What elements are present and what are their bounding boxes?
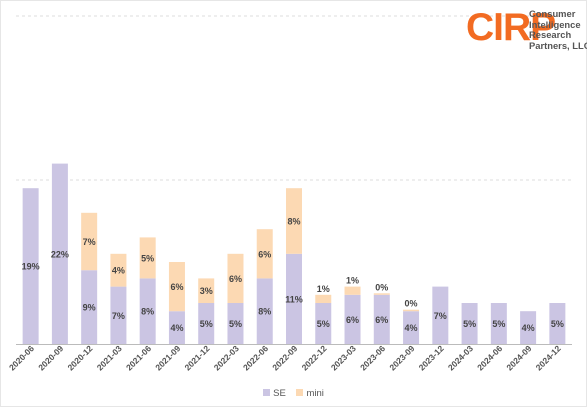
bar-label-se-2022-09: 11%	[285, 294, 303, 304]
bar-label-se-2023-06: 6%	[375, 315, 388, 325]
cirp-logo: CIRP Consumer Intelligence Research Part…	[466, 6, 587, 56]
bar-label-se-2024-03: 5%	[463, 319, 476, 329]
legend-label-mini: mini	[306, 388, 324, 399]
x-tick-2022-03: 2022-03	[212, 343, 241, 372]
x-tick-2020-09: 2020-09	[36, 343, 65, 372]
bar-mini-2023-06	[373, 293, 390, 295]
legend-label-se: SE	[273, 388, 286, 399]
bar-label-se-2020-09: 22%	[51, 249, 69, 259]
logo-line-4: Partners, LLC	[529, 39, 587, 51]
bar-label-mini-2023-03: 1%	[346, 276, 359, 286]
bar-label-se-2022-06: 8%	[258, 307, 271, 317]
bar-mini-2021-12	[198, 278, 215, 303]
bar-se-2021-12	[198, 303, 215, 344]
bar-label-se-2021-06: 8%	[141, 307, 154, 317]
bar-se-2021-03	[110, 286, 127, 344]
x-tick-2022-12: 2022-12	[300, 343, 329, 372]
bar-label-se-2023-12: 7%	[434, 311, 447, 321]
bar-label-mini-2023-06: 0%	[375, 282, 388, 292]
bar-label-mini-2021-09: 6%	[170, 282, 183, 292]
bar-mini-2020-12	[81, 212, 98, 271]
bar-mini-2022-06	[256, 229, 273, 279]
x-tick-2023-12: 2023-12	[417, 343, 446, 372]
bar-label-mini-2020-12: 7%	[83, 237, 96, 247]
bar-se-2020-06	[22, 188, 39, 344]
bar-se-2024-03	[461, 303, 478, 344]
legend-swatch-mini	[296, 389, 304, 396]
x-tick-2020-12: 2020-12	[65, 343, 94, 372]
bar-se-2023-09	[403, 311, 420, 344]
x-tick-2023-09: 2023-09	[387, 343, 416, 372]
bar-se-2023-06	[373, 294, 390, 344]
legend-swatch-se	[263, 389, 271, 396]
bar-mini-2021-06	[139, 237, 156, 279]
bar-label-mini-2023-09: 0%	[405, 299, 418, 309]
bar-label-se-2022-03: 5%	[229, 319, 242, 329]
bar-label-se-2024-09: 4%	[522, 323, 535, 333]
bar-se-2023-03	[344, 294, 361, 344]
bar-label-se-2021-03: 7%	[112, 311, 125, 321]
bar-mini-2022-03	[227, 253, 244, 303]
bar-se-2022-12	[315, 303, 332, 344]
bar-se-2023-12	[432, 286, 449, 344]
x-tick-2023-06: 2023-06	[358, 343, 387, 372]
bar-label-se-2024-12: 5%	[551, 319, 564, 329]
bar-label-se-2020-06: 19%	[22, 262, 40, 272]
logo-line-3: Research	[529, 29, 572, 40]
bar-mini-2023-09	[403, 309, 420, 312]
bar-label-mini-2021-03: 4%	[112, 266, 125, 276]
x-tick-2021-09: 2021-09	[153, 343, 182, 372]
logo-line-1: Consumer	[529, 8, 576, 19]
bar-se-2022-09	[286, 253, 302, 344]
bar-label-se-2022-12: 5%	[317, 319, 330, 329]
bar-se-2020-09	[51, 163, 68, 344]
bar-label-mini-2022-12: 1%	[317, 284, 330, 294]
bar-se-2021-06	[139, 278, 156, 344]
bar-label-se-2021-12: 5%	[200, 319, 213, 329]
bar-mini-2023-03	[344, 286, 361, 295]
x-tick-2021-03: 2021-03	[95, 343, 124, 372]
logo-text: Consumer Intelligence Research Partners,…	[529, 8, 587, 51]
bar-mini-2021-09	[168, 262, 185, 312]
bar-label-se-2023-03: 6%	[346, 315, 359, 325]
bar-label-mini-2021-06: 5%	[141, 253, 154, 263]
logo-mark: CIRP	[466, 6, 556, 49]
bar-label-se-2020-12: 9%	[83, 303, 96, 313]
bar-label-mini-2021-12: 3%	[200, 286, 213, 296]
bar-se-2024-09	[520, 311, 537, 344]
x-tick-2022-09: 2022-09	[270, 343, 299, 372]
x-tick-2021-12: 2021-12	[182, 343, 211, 372]
bar-mini-2021-03	[110, 253, 127, 287]
bar-se-2022-03	[227, 303, 244, 344]
x-tick-2022-06: 2022-06	[241, 343, 270, 372]
bar-label-mini-2022-09: 8%	[287, 217, 300, 227]
x-tick-2024-06: 2024-06	[475, 343, 504, 372]
bar-se-2024-06	[490, 303, 507, 344]
bar-se-2022-06	[256, 278, 273, 344]
x-tick-2024-12: 2024-12	[534, 343, 563, 372]
bar-mini-2022-12	[315, 294, 332, 303]
legend-item-se: SE	[263, 388, 286, 399]
bar-label-mini-2022-03: 6%	[229, 274, 242, 284]
bar-mini-2022-09	[286, 188, 302, 254]
bar-se-2020-12	[81, 270, 98, 344]
legend-item-mini: mini	[296, 388, 324, 399]
x-tick-2024-03: 2024-03	[446, 343, 475, 372]
x-tick-2020-06: 2020-06	[7, 343, 36, 372]
bar-label-mini-2022-06: 6%	[258, 249, 271, 259]
bar-label-se-2021-09: 4%	[170, 323, 183, 333]
bar-label-se-2023-09: 4%	[405, 323, 418, 333]
bar-label-se-2024-06: 5%	[492, 319, 505, 329]
bar-se-2024-12	[549, 303, 566, 344]
x-tick-2024-09: 2024-09	[504, 343, 533, 372]
x-tick-2021-06: 2021-06	[124, 343, 153, 372]
bar-se-2021-09	[168, 311, 185, 344]
logo-line-2: Intelligence	[529, 18, 581, 30]
x-tick-2023-03: 2023-03	[329, 343, 358, 372]
chart-legend: SE mini	[0, 388, 587, 399]
